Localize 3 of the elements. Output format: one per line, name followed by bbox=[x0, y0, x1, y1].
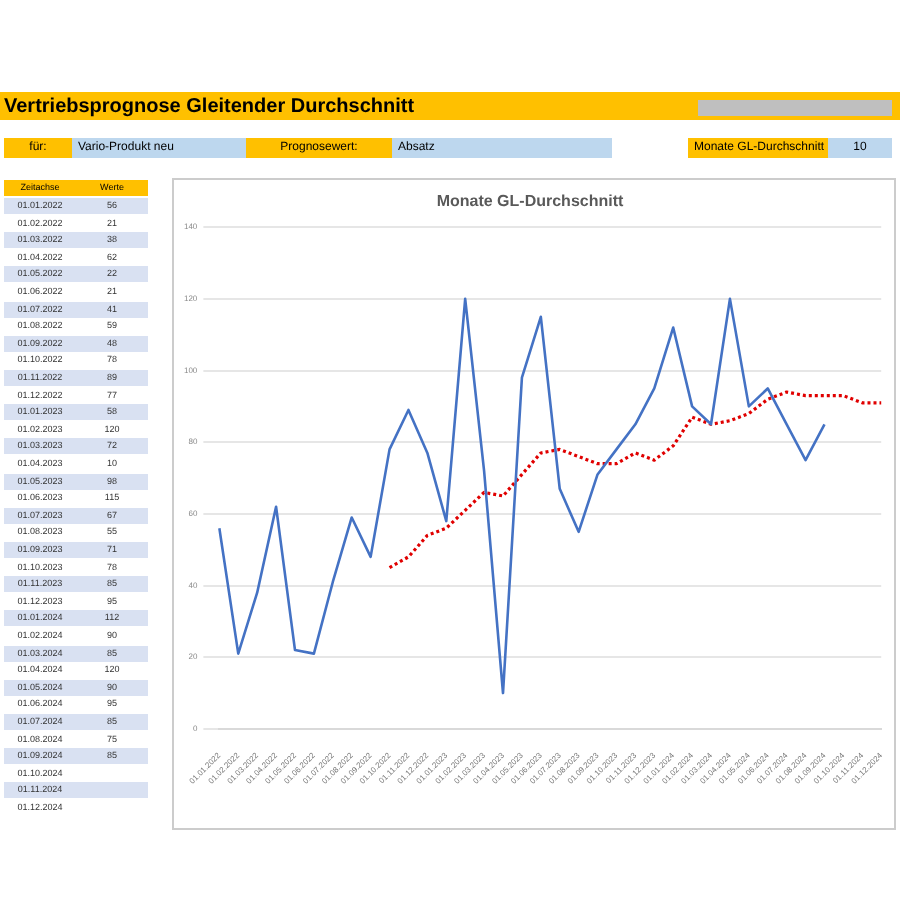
line-series bbox=[387, 390, 883, 570]
text: Vertriebsprognose Gleitender Durchschnitt bbox=[4, 96, 415, 120]
chart-title: Monate GL-Durchschnitt bbox=[436, 192, 624, 211]
